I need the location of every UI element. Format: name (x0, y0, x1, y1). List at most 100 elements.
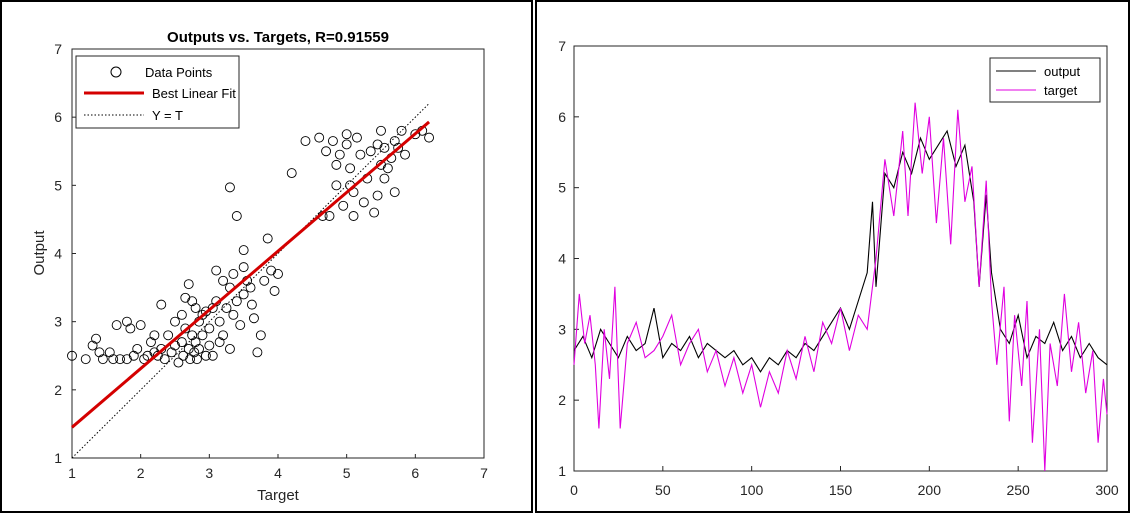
scatter-x-tick-label: 2 (137, 465, 145, 481)
data-point (331, 159, 342, 170)
data-point (376, 125, 386, 136)
line-y-tick-label: 5 (558, 180, 566, 196)
data-point (345, 163, 356, 174)
data-point (228, 269, 239, 279)
data-point (246, 299, 257, 310)
scatter-legend: Data Points Best Linear Fit Y = T (75, 55, 240, 129)
data-point (221, 303, 232, 313)
line-series (573, 102, 1108, 472)
data-point (376, 159, 386, 170)
scatter-x-label: Target (257, 487, 300, 504)
line-y-tick-label: 2 (558, 392, 566, 408)
data-point (379, 173, 390, 184)
data-point (396, 125, 407, 136)
data-point (97, 354, 108, 365)
scatter-x-tick-label: 5 (343, 465, 351, 481)
data-point (218, 275, 229, 286)
data-point (300, 136, 311, 146)
line-ticks: 0 50 100 150 200 250 300 1 2 3 4 5 6 7 (558, 38, 1119, 498)
scatter-x-tick-label: 6 (411, 465, 419, 481)
data-point (389, 187, 400, 198)
scatter-y-tick-label: 7 (54, 41, 62, 57)
data-point (327, 136, 338, 146)
data-point (334, 149, 345, 160)
line-legend-box (989, 57, 1101, 103)
data-point (321, 146, 332, 157)
data-point (372, 139, 383, 150)
line-y-tick-label: 7 (558, 38, 566, 54)
data-point (115, 354, 126, 365)
scatter-y-tick-label: 2 (54, 382, 62, 398)
line-x-tick-label: 50 (655, 482, 671, 498)
data-point (358, 197, 369, 208)
legend-label-output: output (1044, 64, 1081, 79)
data-point (235, 320, 246, 331)
data-point (231, 296, 242, 307)
legend-label-data-points: Data Points (145, 65, 213, 80)
data-point (163, 330, 174, 341)
scatter-y-tick-label: 4 (54, 246, 62, 262)
data-point (365, 146, 376, 157)
data-point (183, 343, 194, 354)
scatter-y-label: Output (31, 230, 48, 276)
data-point (352, 132, 362, 143)
line-legend: output target (989, 57, 1101, 103)
data-point (424, 132, 435, 143)
data-point (94, 347, 105, 358)
data-point (348, 211, 359, 221)
data-point (238, 245, 249, 256)
data-point (314, 132, 325, 143)
legend-label-best-linear-fit: Best Linear Fit (152, 86, 236, 101)
data-point (190, 337, 201, 348)
data-point (197, 309, 208, 320)
data-point (121, 316, 132, 327)
data-point (170, 316, 180, 327)
data-point (355, 149, 366, 160)
data-point (238, 289, 249, 300)
line-x-tick-label: 0 (570, 482, 578, 498)
data-point (231, 211, 242, 221)
data-point (159, 354, 170, 365)
data-point (156, 299, 167, 310)
legend-label-target: target (1044, 83, 1078, 98)
best-linear-fit-line (71, 120, 431, 429)
line-y-tick-label: 1 (558, 463, 566, 479)
line-x-tick-label: 200 (918, 482, 942, 498)
data-point (211, 265, 222, 276)
data-point (324, 211, 335, 221)
data-point (87, 340, 98, 351)
scatter-points (67, 120, 435, 429)
data-point (166, 347, 177, 358)
data-point (176, 337, 187, 348)
scatter-x-tick-label: 1 (68, 465, 76, 481)
data-point (273, 269, 283, 279)
target-series-line (573, 102, 1108, 472)
data-point (149, 330, 160, 341)
data-point (190, 303, 201, 313)
data-point (262, 233, 273, 244)
scatter-y-tick-label: 5 (54, 177, 62, 193)
data-point (341, 129, 352, 140)
data-point (400, 149, 410, 160)
data-point (104, 347, 115, 358)
data-point (194, 343, 204, 354)
line-y-tick-label: 3 (558, 321, 566, 337)
line-x-tick-label: 100 (740, 482, 764, 498)
data-point (379, 142, 390, 153)
data-point (176, 309, 187, 320)
data-point (393, 142, 404, 153)
data-point (132, 343, 143, 354)
data-point (128, 350, 139, 361)
line-axes-box (573, 45, 1108, 472)
data-point (286, 168, 297, 179)
data-point (255, 330, 266, 341)
line-x-tick-label: 300 (1095, 482, 1119, 498)
data-point (331, 180, 342, 191)
data-point (204, 323, 215, 334)
scatter-x-tick-label: 3 (205, 465, 213, 481)
scatter-x-tick-label: 7 (480, 465, 488, 481)
data-point (200, 306, 211, 317)
data-point (238, 262, 249, 273)
data-point (338, 200, 349, 211)
